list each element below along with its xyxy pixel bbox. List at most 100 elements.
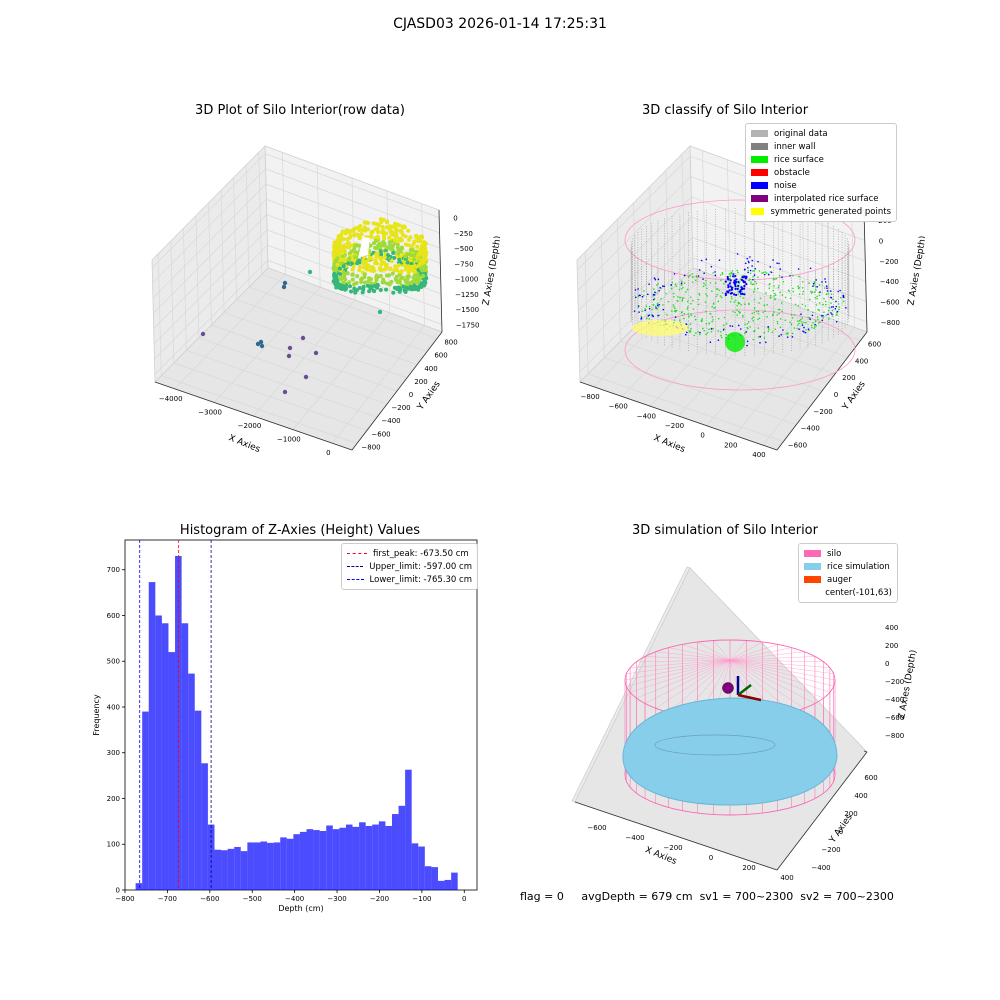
noise-point xyxy=(754,267,757,270)
panel2-x-tick: −200 xyxy=(665,422,684,430)
data-point xyxy=(393,234,398,239)
noise-point xyxy=(700,259,703,262)
data-point xyxy=(356,233,361,238)
rice-point xyxy=(766,303,768,306)
histogram-bar xyxy=(306,829,314,890)
data-point xyxy=(359,277,364,282)
noise-point xyxy=(829,296,832,299)
axis-edge xyxy=(776,751,868,871)
grid-line xyxy=(173,362,368,431)
axis-edge xyxy=(776,331,868,451)
noise-point xyxy=(763,273,766,276)
data-point xyxy=(376,230,381,235)
data-point xyxy=(375,261,380,266)
panel2-x-tick: 400 xyxy=(752,451,765,459)
rice-point xyxy=(837,303,840,305)
rice-point xyxy=(749,278,751,281)
grid-line xyxy=(726,159,731,282)
data-point xyxy=(336,237,341,242)
rice-point xyxy=(757,318,759,321)
silo-roof-wire xyxy=(729,656,815,661)
data-point xyxy=(393,231,398,236)
data-point xyxy=(399,275,404,280)
histogram-bar xyxy=(253,842,261,890)
rice-point xyxy=(738,302,741,305)
silo-roof-wire xyxy=(729,659,824,699)
grid-line xyxy=(198,337,388,405)
data-point xyxy=(344,229,349,234)
noise-point xyxy=(811,314,814,317)
noise-point xyxy=(827,313,829,316)
data-point xyxy=(357,264,362,269)
noise-point xyxy=(786,336,789,338)
legend-swatch xyxy=(751,143,768,150)
rice-point xyxy=(813,291,816,293)
data-point xyxy=(347,284,352,289)
rice-point xyxy=(705,322,708,325)
data-point xyxy=(354,288,359,293)
data-point xyxy=(401,284,406,289)
noise-point xyxy=(835,305,838,308)
rice-point xyxy=(839,296,842,299)
legend-entry: Upper_limit: -597.00 cm xyxy=(347,560,472,573)
panel4-x-tick: 0 xyxy=(709,854,713,862)
axis-edge xyxy=(579,381,778,451)
panel1-y-tick: 200 xyxy=(414,378,427,386)
data-point xyxy=(401,232,406,237)
noise-point xyxy=(801,324,804,327)
grid-line xyxy=(681,154,686,277)
rice-point xyxy=(791,317,794,319)
legend-swatch xyxy=(804,576,821,583)
grid-line xyxy=(151,153,266,268)
rice-point xyxy=(692,276,694,278)
panel2-axes xyxy=(576,145,868,451)
panel4-z-tick: −400 xyxy=(885,696,904,704)
data-point xyxy=(415,272,420,277)
data-point xyxy=(368,256,373,261)
data-point xyxy=(397,257,402,262)
data-point xyxy=(341,264,346,269)
axis-edge xyxy=(351,331,443,451)
rice-point xyxy=(818,284,821,287)
noise-point xyxy=(832,306,835,308)
noise-point xyxy=(819,291,821,293)
data-point xyxy=(394,266,399,271)
data-point xyxy=(423,265,428,270)
rice-point xyxy=(771,314,774,317)
rice-point xyxy=(746,322,749,325)
data-point xyxy=(411,275,416,280)
silo-roof-wire xyxy=(626,659,731,674)
x-axis-label: Depth (cm) xyxy=(278,904,323,913)
silo-roof-wire xyxy=(729,641,763,661)
x-tick-label: −300 xyxy=(327,895,346,903)
histogram-bar xyxy=(142,711,149,890)
panel1-z-tick: −1750 xyxy=(456,321,480,329)
rice-point xyxy=(801,303,804,306)
grid-line xyxy=(691,216,866,282)
rice-point xyxy=(832,298,834,301)
noise-point xyxy=(702,278,704,280)
panel4-y-tick: 200 xyxy=(844,810,857,818)
noise-point xyxy=(829,290,832,292)
rice-point xyxy=(831,315,834,317)
rice-point xyxy=(723,282,725,285)
rice-point xyxy=(692,299,694,302)
rice-point xyxy=(793,314,796,316)
noise-cluster-point xyxy=(730,288,734,291)
rice-point xyxy=(779,291,782,294)
noise-point xyxy=(809,267,812,270)
rice-point xyxy=(715,288,718,290)
rice-point xyxy=(792,290,795,293)
rice-point xyxy=(769,296,772,299)
grid-line xyxy=(170,240,175,364)
rice-point xyxy=(736,309,738,311)
noise-cluster-point xyxy=(740,292,743,295)
rice-point xyxy=(802,290,805,293)
rice-point xyxy=(720,279,722,282)
y-axis-label: Frequency xyxy=(92,694,101,736)
noise-cluster-point xyxy=(737,284,740,287)
rice-point xyxy=(788,290,791,293)
status-line: flag = 0 avgDepth = 679 cm sv1 = 700~230… xyxy=(520,890,894,903)
panel1-y-tick: −800 xyxy=(361,443,380,451)
noise-point xyxy=(674,316,677,319)
